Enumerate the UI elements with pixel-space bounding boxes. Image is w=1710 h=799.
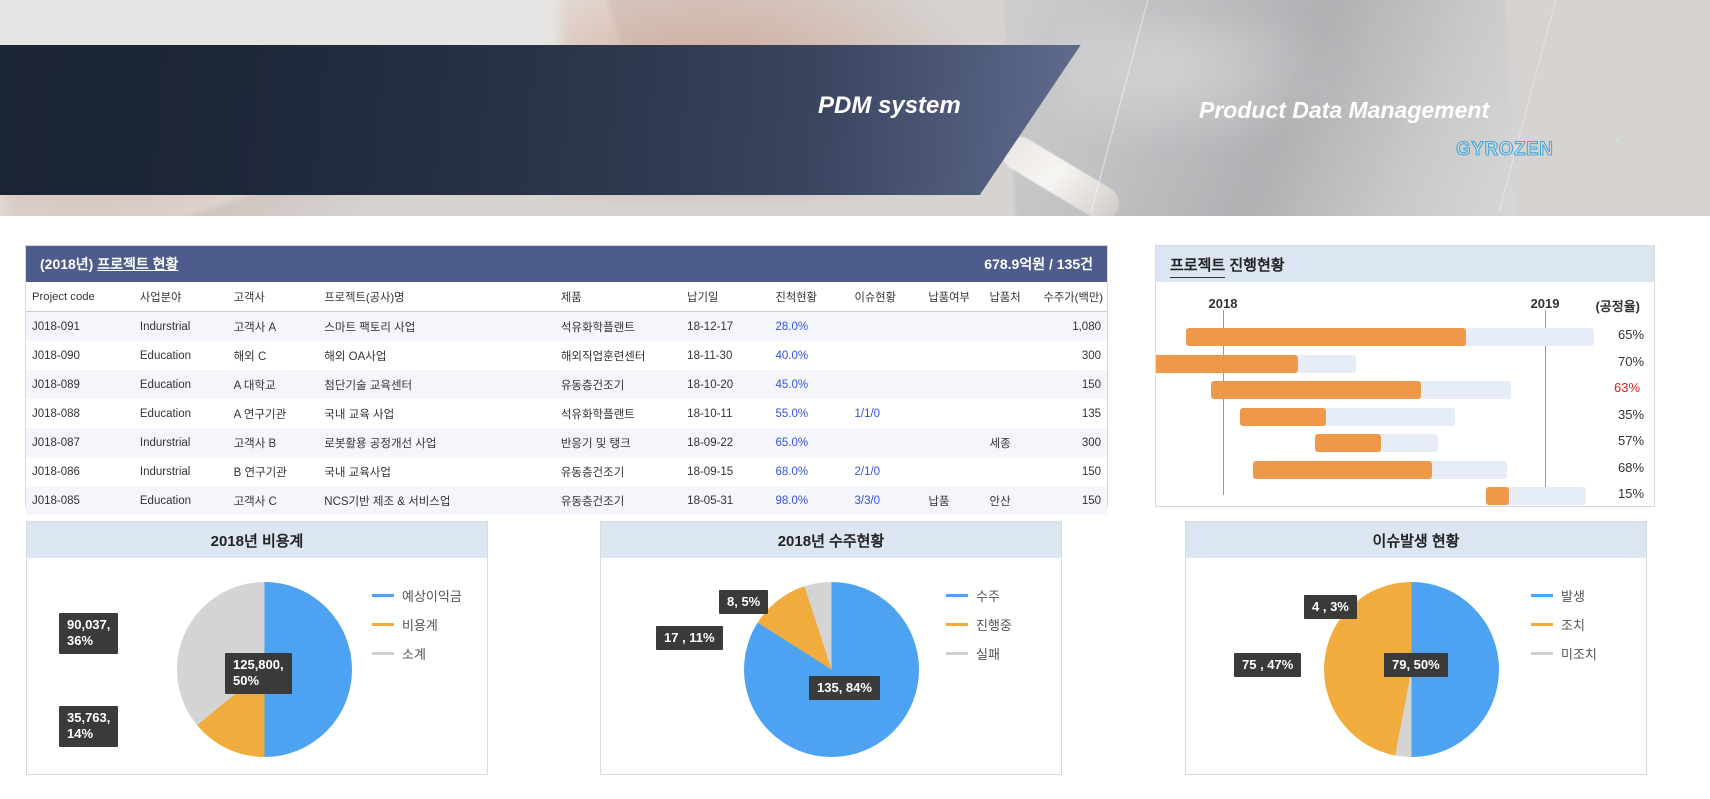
svg-text:GYROZEN: GYROZEN [1456,139,1553,160]
